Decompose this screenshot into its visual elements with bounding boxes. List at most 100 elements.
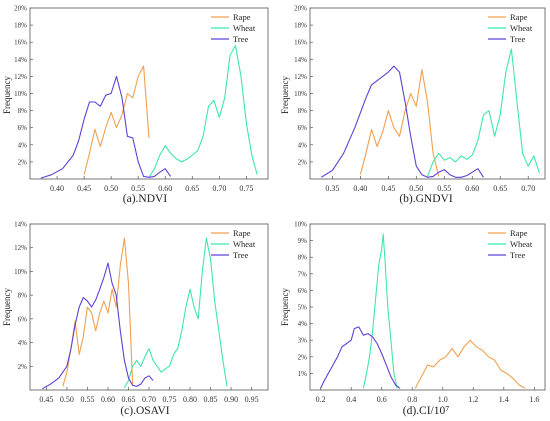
chart-title: (d).CI/10⁷	[403, 405, 450, 417]
series-line-tree	[40, 75, 172, 179]
legend-label-tree: Tree	[510, 250, 525, 260]
x-tick-label: 1.6	[529, 395, 539, 404]
x-tick-label: 0.55	[437, 184, 451, 193]
x-tick-label: 0.45	[77, 184, 91, 193]
x-tick-label: 0.35	[325, 184, 339, 193]
series-line-rape	[359, 69, 440, 177]
series-line-tree	[42, 262, 154, 390]
y-tick-label: 6%	[18, 315, 28, 323]
y-tick-label: 10%	[14, 268, 27, 276]
y-tick-label: 3%	[298, 337, 308, 345]
y-tick-label: 8%	[18, 107, 28, 115]
x-tick-label: 0.55	[80, 395, 94, 404]
x-tick-label: 0.70	[521, 184, 535, 193]
chart-panel-a: Frequency (a).NDVI 0.40 0.45 0.50 0.55 0.60 0…	[2, 5, 269, 205]
y-tick-label: 6%	[18, 124, 28, 132]
x-tick-label: 0.80	[183, 395, 197, 404]
y-tick-label: 18%	[14, 22, 27, 30]
x-tick-label: 0.95	[245, 395, 259, 404]
series-line-rape	[62, 237, 134, 387]
x-tick-label: 1.0	[438, 395, 448, 404]
y-tick-label: 10%	[294, 221, 307, 229]
y-tick-label: 16%	[294, 39, 307, 47]
y-tick-label: 2%	[18, 158, 28, 166]
y-tick-label: 12%	[294, 73, 307, 81]
x-tick-label: 0.70	[212, 184, 226, 193]
series-line-tree	[320, 326, 401, 389]
y-tick-label: 8%	[18, 292, 28, 300]
tick-layer: 0.40 0.45 0.50 0.55 0.60 0.65 0.70 0.75 2% 4% 6% 8%…	[14, 5, 253, 194]
series-line-wheat	[123, 237, 228, 388]
y-tick-label: 10%	[14, 90, 27, 98]
x-tick-label: 0.90	[224, 395, 238, 404]
y-axis-label: Frequency	[280, 76, 290, 114]
x-tick-label: 0.6	[377, 395, 387, 404]
series-layer	[320, 233, 526, 389]
y-tick-label: 8%	[298, 107, 308, 115]
y-tick-label: 4%	[298, 320, 308, 328]
legend-label-wheat: Wheat	[233, 23, 256, 33]
legend-label-wheat: Wheat	[510, 239, 533, 249]
y-tick-label: 4%	[18, 141, 28, 149]
y-tick-label: 12%	[14, 73, 27, 81]
y-tick-label: 4%	[298, 141, 308, 149]
x-tick-label: 0.85	[204, 395, 218, 404]
series-layer	[320, 48, 540, 178]
chart-title: (a).NDVI	[123, 193, 168, 205]
y-tick-label: 1%	[298, 370, 308, 378]
legend-label-rape: Rape	[233, 228, 251, 238]
y-tick-label: 7%	[298, 270, 308, 278]
y-tick-label: 9%	[298, 237, 308, 245]
x-tick-label: 0.8	[407, 395, 417, 404]
series-line-tree	[320, 65, 484, 178]
x-tick-label: 0.60	[158, 184, 172, 193]
chart-panel-c: Frequency (c).OSAVI 0.45 0.50 0.55 0.60 0.65…	[2, 221, 269, 417]
series-line-rape	[83, 65, 150, 175]
x-tick-label: 0.4	[346, 395, 356, 404]
x-tick-label: 0.40	[50, 184, 64, 193]
series-line-rape	[414, 339, 526, 389]
series-layer	[42, 237, 228, 390]
x-tick-label: 0.75	[163, 395, 177, 404]
legend: Rape Wheat Tree	[488, 12, 533, 44]
x-tick-label: 0.65	[121, 395, 135, 404]
x-tick-label: 0.60	[465, 184, 479, 193]
chart-title: (b).GNDVI	[399, 193, 453, 205]
legend-label-tree: Tree	[233, 34, 248, 44]
series-line-wheat	[426, 48, 540, 177]
tick-layer: 0.2 0.4 0.6 0.8 1.0 1.2 1.4 1.6 1% 2% 3% 4% 5% 6% 7% 8%…	[294, 221, 539, 405]
x-tick-label: 0.55	[131, 184, 145, 193]
y-tick-label: 8%	[298, 254, 308, 262]
legend: Rape Wheat Tree	[211, 228, 256, 260]
y-tick-label: 20%	[14, 5, 27, 13]
y-tick-label: 4%	[18, 339, 28, 347]
y-tick-label: 14%	[14, 56, 27, 64]
series-line-wheat	[148, 45, 258, 178]
x-tick-label: 0.40	[353, 184, 367, 193]
legend-label-tree: Tree	[510, 34, 525, 44]
chart-panel-d: Frequency (d).CI/10⁷ 0.2 0.4 0.6 0.8 1.0 1.2 1…	[280, 221, 546, 417]
legend-label-rape: Rape	[233, 12, 251, 22]
y-tick-label: 10%	[294, 90, 307, 98]
chart-panel-b: Frequency (b).GNDVI 0.35 0.40 0.45 0.50 0.55…	[280, 5, 546, 205]
y-tick-label: 14%	[294, 56, 307, 64]
y-tick-label: 2%	[298, 158, 308, 166]
x-tick-label: 0.75	[239, 184, 253, 193]
legend-label-rape: Rape	[510, 12, 528, 22]
y-tick-label: 16%	[14, 39, 27, 47]
x-tick-label: 0.50	[104, 184, 118, 193]
y-axis-label: Frequency	[2, 76, 12, 114]
y-axis-label: Frequency	[2, 288, 12, 326]
legend: Rape Wheat Tree	[211, 12, 256, 44]
x-tick-label: 0.60	[101, 395, 115, 404]
x-tick-label: 0.2	[316, 395, 326, 404]
y-tick-label: 14%	[14, 221, 27, 229]
y-tick-label: 2%	[298, 353, 308, 361]
y-tick-label: 5%	[298, 304, 308, 312]
y-tick-label: 20%	[294, 5, 307, 13]
legend-label-wheat: Wheat	[233, 239, 256, 249]
y-tick-label: 2%	[18, 363, 28, 371]
tick-layer: 0.35 0.40 0.45 0.50 0.55 0.60 0.65 0.70 2% 4% 6% 8%…	[294, 5, 535, 194]
y-tick-label: 6%	[298, 124, 308, 132]
